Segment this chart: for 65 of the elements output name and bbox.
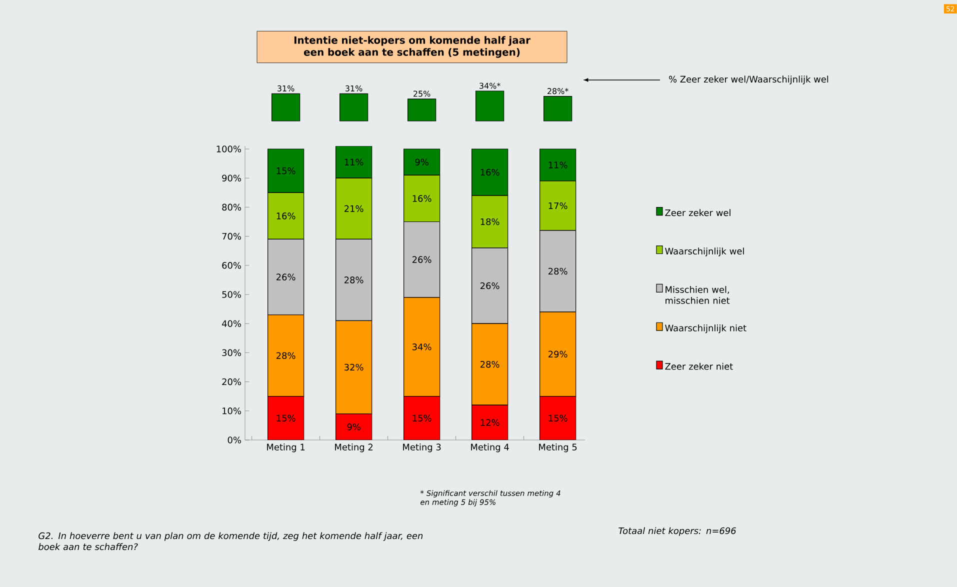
legend-label: Waarschijnlijk wel: [665, 248, 744, 256]
data-label: 9%: [347, 424, 360, 430]
bar: [340, 93, 368, 122]
data-label: 12%: [480, 419, 500, 426]
legend-label: Misschien wel, misschien niet: [666, 286, 730, 304]
bar: [540, 396, 576, 440]
data-label: 15%: [548, 414, 568, 422]
bar: [404, 148, 440, 176]
x-tick-label: Meting 4: [471, 444, 509, 452]
x-tick-label: Meting 3: [403, 444, 441, 452]
y-tick-label: 0%: [228, 436, 241, 444]
data-label: 15%: [276, 167, 296, 174]
data-label: 34%: [412, 343, 432, 350]
data-label: 28%: [276, 352, 296, 359]
data-label: 9%: [415, 158, 428, 166]
x-tick-label: Meting 1: [267, 444, 305, 452]
bar: [472, 148, 508, 196]
data-label: 28%: [480, 360, 500, 368]
data-label: 15%: [412, 414, 432, 422]
bar: [404, 396, 440, 440]
data-label: 28%: [548, 268, 568, 275]
bar: [268, 396, 304, 440]
y-tick-label: 80%: [222, 204, 241, 211]
bar: [336, 414, 372, 440]
data-label: 32%: [344, 364, 364, 371]
y-tick-label: 40%: [222, 320, 241, 327]
data-label: 17%: [548, 202, 568, 210]
bar: [544, 96, 572, 122]
y-tick-label: 20%: [222, 378, 241, 386]
x-tick-label: Meting 2: [335, 444, 372, 452]
y-tick-label: 90%: [222, 174, 241, 182]
bar: [272, 93, 300, 122]
data-label: 26%: [276, 274, 296, 280]
text: Totaal niet kopers: n=696: [618, 527, 736, 536]
data-label: 16%: [276, 212, 296, 220]
bar: [268, 148, 304, 193]
data-label: 16%: [480, 168, 500, 176]
data-label: 26%: [480, 282, 500, 290]
y-tick-label: 100%: [216, 146, 241, 152]
y-tick-label: 70%: [222, 232, 241, 240]
y-tick-label: 30%: [222, 349, 241, 356]
data-label: 29%: [548, 350, 568, 358]
chart-title: Intentie niet-kopers om komende half jaar een boek aan te schaffen (5 metingen): [294, 36, 530, 58]
bar: [540, 148, 576, 182]
bar: [336, 146, 372, 178]
y-tick-label: 60%: [222, 262, 241, 269]
text: G2. In hoeverre bent u van plan om de komende tijd, zeg het komende half jaar, een boek aan te schaffen?: [38, 532, 423, 550]
bar: [476, 90, 504, 122]
text: % Zeer zeker wel/Waarschijnlijk wel: [669, 76, 828, 84]
data-label: 15%: [276, 414, 296, 422]
data-label: 11%: [548, 162, 568, 168]
y-tick-label: 50%: [222, 291, 241, 298]
bar: [408, 98, 436, 122]
data-label: 21%: [344, 205, 364, 212]
legend-label: Zeer zeker niet: [665, 362, 733, 370]
data-label: 16%: [412, 195, 432, 202]
data-label: 26%: [412, 256, 432, 263]
legend-label: Zeer zeker wel: [665, 209, 730, 216]
data-label: 18%: [480, 218, 500, 226]
bar: [472, 404, 508, 440]
x-tick-label: Meting 5: [539, 444, 577, 452]
data-label: 11%: [344, 158, 364, 166]
y-tick-label: 10%: [222, 408, 241, 414]
legend-label: Waarschijnlijk niet: [665, 324, 746, 334]
data-label: 28%: [344, 276, 364, 284]
